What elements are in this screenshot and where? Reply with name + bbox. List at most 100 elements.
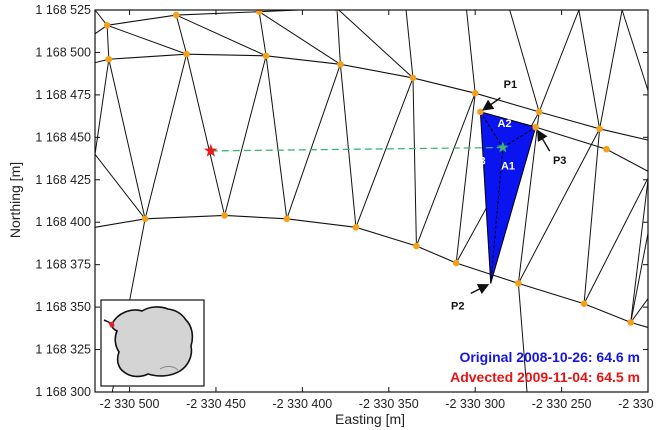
mesh-edge (599, 10, 623, 129)
mesh-node (409, 74, 417, 82)
upper-boundary (95, 53, 648, 153)
mesh-edge (355, 77, 414, 228)
mesh-edge (224, 55, 267, 216)
mesh-node (183, 50, 190, 58)
point-p3-label: P3 (553, 155, 566, 167)
mesh-edge (517, 128, 601, 284)
legend-original: Original 2008-10-26: 64.6 m (459, 349, 640, 365)
mesh-edge (630, 230, 648, 323)
mesh-edge (258, 11, 267, 56)
mesh-edge (509, 10, 540, 113)
point-p2-label: P2 (451, 300, 464, 312)
area-label-a1: A1 (501, 161, 515, 173)
y-axis-label: Northing [m] (7, 162, 23, 238)
mesh-edge (265, 55, 288, 219)
mesh-node (255, 10, 263, 15)
x-tick-label: -2 330 500 (100, 397, 160, 411)
triangle-p1-p2-p3 (479, 111, 537, 284)
x-axis-label: Easting [m] (335, 411, 405, 427)
mesh-edge (415, 93, 476, 247)
mesh-edge (647, 43, 648, 47)
mesh-edge (106, 25, 110, 60)
y-tick-label: 1 168 475 (35, 88, 91, 102)
original-star (497, 141, 509, 153)
area-label-a2: A2 (498, 118, 512, 130)
location-marker (108, 321, 115, 328)
mesh-edge (95, 154, 146, 220)
point-p3-arrow (537, 129, 551, 152)
mesh-nodes (103, 10, 635, 326)
mesh-node (603, 145, 610, 153)
mesh-edge (339, 64, 357, 228)
y-tick-label: 1 168 500 (35, 45, 91, 59)
mesh-edge (336, 10, 341, 65)
y-axis-ticks: 1 168 300 1 168 325 1 168 350 1 168 375 1 16… (35, 3, 648, 399)
mesh-node (262, 52, 270, 60)
mesh-node (580, 300, 588, 308)
y-tick-label: 1 168 400 (35, 215, 91, 229)
point-p1-label: P1 (504, 79, 517, 91)
plot-frame (94, 9, 649, 393)
y-tick-label: 1 168 425 (35, 173, 91, 187)
advection-track (210, 146, 503, 152)
advection-line (210, 146, 503, 152)
x-axis-ticks: -2 330 500 -2 330 450 -2 330 400 -2 330 350… (100, 10, 657, 411)
labeled-points: P1 P2 P3 (204, 79, 566, 312)
inset-map (100, 299, 205, 387)
y-tick-label: 1 168 325 (35, 343, 91, 357)
mesh-edge (405, 10, 414, 78)
mesh-node (103, 21, 111, 29)
barycentric-split (490, 147, 504, 284)
mesh-node (141, 215, 149, 223)
mesh-edge (108, 59, 146, 219)
y-tick-label: 1 168 450 (35, 130, 91, 144)
mesh-node (172, 11, 180, 19)
barycentric-split (479, 111, 504, 148)
mesh-edge (338, 10, 414, 79)
mesh-edge (466, 10, 476, 94)
point-p2-arrow (470, 284, 490, 295)
mesh-edge (517, 283, 528, 392)
mesh-edge (144, 54, 188, 219)
y-tick-label: 1 168 300 (35, 385, 91, 399)
mesh-node (477, 108, 484, 116)
mesh-node (515, 280, 522, 287)
mesh-edge (583, 128, 601, 304)
advected-star (204, 143, 218, 157)
mesh-node (535, 108, 543, 116)
mesh-node (105, 55, 113, 63)
x-tick-label: -2 330 350 (359, 397, 419, 411)
mesh-node (413, 242, 420, 250)
y-tick-label: 1 168 350 (35, 300, 91, 314)
point-p1-arrow (482, 97, 501, 111)
x-tick-label: -2 330 250 (532, 397, 592, 411)
x-tick-label: -2 330 300 (445, 397, 505, 411)
mesh-edge (175, 14, 188, 55)
x-tick-label: -2 330 400 (272, 397, 332, 411)
mesh-node (337, 61, 344, 68)
mesh-edge (176, 14, 267, 57)
mesh-edge (630, 298, 648, 323)
x-tick-label: -2 330 450 (186, 397, 246, 411)
mesh-edge (106, 24, 187, 55)
mesh-edge (258, 11, 341, 65)
mesh-node (596, 125, 603, 133)
ice-shelf-outline (159, 366, 179, 371)
mesh-edge (583, 176, 648, 304)
mesh-node (452, 259, 460, 267)
mesh-node (471, 89, 479, 97)
mesh-node (352, 224, 360, 231)
mesh-edge (538, 10, 580, 113)
antarctica-outline (110, 306, 194, 378)
mesh-node (221, 212, 228, 219)
mesh-edge (517, 111, 540, 284)
x-tick-label: -2 330 200 (618, 397, 657, 411)
mesh-edge (286, 64, 341, 219)
mesh-edge (95, 59, 110, 155)
legend-advected: Advected 2009-11-04: 64.5 m (450, 369, 640, 385)
mesh-node (334, 10, 340, 12)
y-tick-label: 1 168 375 (35, 258, 91, 272)
mesh-node (627, 319, 635, 326)
mesh-edge (186, 54, 226, 216)
